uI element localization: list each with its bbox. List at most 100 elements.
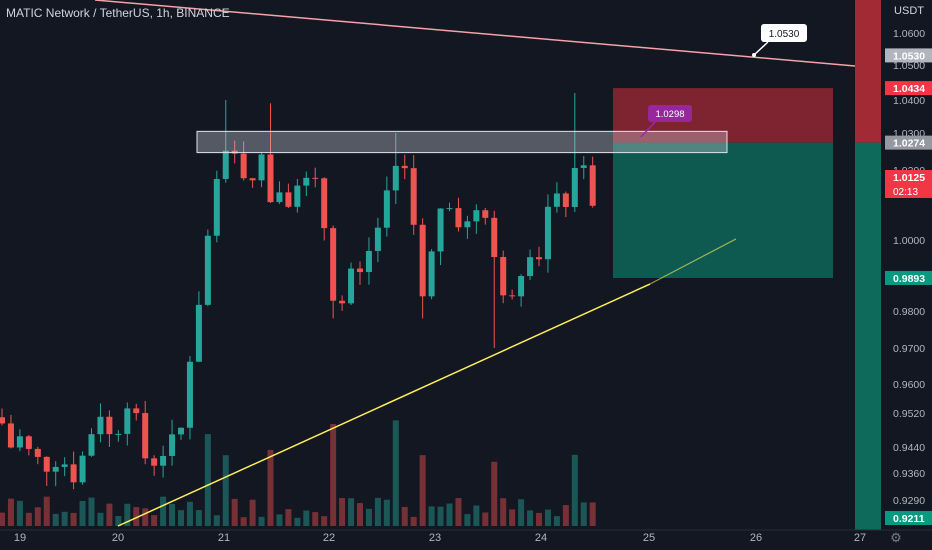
candle bbox=[383, 176, 390, 237]
candle bbox=[464, 215, 471, 239]
volume-bar bbox=[321, 516, 328, 526]
candle bbox=[276, 181, 283, 205]
candle bbox=[419, 218, 426, 319]
candle bbox=[186, 356, 193, 440]
candle bbox=[392, 133, 399, 205]
price-tick: 0.9440 bbox=[893, 442, 925, 454]
volume-bar bbox=[428, 506, 435, 526]
volume-bar bbox=[562, 505, 569, 526]
candle bbox=[213, 170, 220, 243]
volume-bar bbox=[339, 498, 346, 526]
volume-bar bbox=[195, 510, 202, 526]
candle bbox=[365, 237, 372, 285]
candle bbox=[374, 217, 381, 263]
volume-bar bbox=[446, 503, 453, 526]
candle bbox=[61, 457, 68, 477]
ascending-trendline bbox=[117, 283, 651, 527]
volume-bar bbox=[330, 423, 337, 526]
volume-bar bbox=[509, 509, 516, 526]
volume-bar bbox=[348, 498, 355, 526]
volume-bar bbox=[365, 508, 372, 526]
candle bbox=[553, 182, 560, 213]
volume-bar bbox=[88, 497, 95, 526]
volume-bar bbox=[97, 512, 104, 526]
take-profit-zone bbox=[613, 142, 833, 278]
volume-bar bbox=[544, 509, 551, 526]
volume-bar bbox=[240, 517, 247, 526]
price-tick: 1.0600 bbox=[893, 28, 925, 40]
candle bbox=[410, 155, 417, 235]
volume-bar bbox=[52, 513, 59, 526]
candle bbox=[482, 207, 489, 225]
volume-bar bbox=[133, 507, 140, 526]
volume-bar bbox=[419, 455, 426, 526]
volume-bar bbox=[482, 512, 489, 526]
volume-bar bbox=[473, 505, 480, 526]
volume-bar bbox=[34, 507, 41, 526]
candle bbox=[249, 177, 256, 188]
gear-icon[interactable]: ⚙ bbox=[890, 530, 902, 545]
volume-bar bbox=[527, 510, 534, 526]
volume-bar bbox=[553, 516, 560, 526]
time-label-27: 27 bbox=[854, 532, 866, 544]
candle bbox=[455, 197, 462, 232]
candle bbox=[204, 229, 211, 307]
candle bbox=[330, 225, 337, 319]
volume-bar bbox=[70, 512, 77, 526]
volume-bar bbox=[79, 500, 86, 526]
volume-bar bbox=[25, 512, 32, 526]
candle bbox=[339, 295, 346, 312]
candle bbox=[178, 427, 184, 440]
volume-bar bbox=[16, 500, 23, 526]
volume-bar bbox=[589, 502, 596, 526]
volume-bar bbox=[160, 496, 167, 526]
price-tag-bottom-label: 0.9211 bbox=[893, 513, 925, 525]
candle bbox=[518, 274, 525, 307]
volume-bar bbox=[115, 516, 122, 526]
candle bbox=[43, 456, 50, 486]
candle bbox=[446, 202, 453, 212]
zone-callout: 1.0298 bbox=[640, 105, 692, 138]
candle bbox=[267, 103, 274, 204]
volume-bar bbox=[151, 515, 158, 526]
price-tag-target-label: 0.9893 bbox=[893, 273, 925, 285]
candle bbox=[536, 246, 542, 267]
volume-bar bbox=[491, 461, 498, 526]
candle bbox=[34, 446, 41, 465]
candle bbox=[16, 429, 23, 452]
candle bbox=[106, 410, 113, 447]
volume-bar bbox=[7, 498, 14, 526]
volume-bar bbox=[303, 510, 310, 526]
candle bbox=[527, 249, 534, 280]
resistance-zone-rectangle bbox=[196, 130, 728, 154]
time-label-25: 25 bbox=[643, 532, 655, 544]
volume-bar bbox=[142, 508, 149, 526]
price-tag-last-label: 1.0125 bbox=[893, 172, 925, 184]
candle bbox=[7, 414, 14, 449]
volume-bar bbox=[169, 503, 176, 526]
volume-bar bbox=[178, 510, 184, 526]
volume-bar bbox=[267, 449, 274, 526]
candle bbox=[70, 451, 77, 490]
volume-bar bbox=[312, 512, 319, 526]
candle bbox=[428, 249, 435, 300]
volume-bar bbox=[204, 434, 211, 526]
price-tag-target: 0.9893 bbox=[885, 270, 932, 285]
price-tag-entry: 1.0274 bbox=[885, 135, 932, 150]
price-scale-target-band bbox=[855, 142, 881, 530]
volume-bar bbox=[294, 517, 301, 526]
candle bbox=[303, 171, 310, 196]
candle bbox=[357, 261, 363, 285]
descending-trendline bbox=[94, 0, 856, 67]
volume-bar bbox=[285, 509, 292, 526]
time-label-23: 23 bbox=[429, 532, 441, 544]
price-tick: 0.9800 bbox=[893, 306, 925, 318]
candle bbox=[285, 183, 292, 209]
time-label-21: 21 bbox=[218, 532, 230, 544]
price-tick: 0.9360 bbox=[893, 468, 925, 480]
candle bbox=[294, 178, 301, 213]
candle bbox=[52, 461, 59, 487]
candle bbox=[258, 152, 265, 188]
